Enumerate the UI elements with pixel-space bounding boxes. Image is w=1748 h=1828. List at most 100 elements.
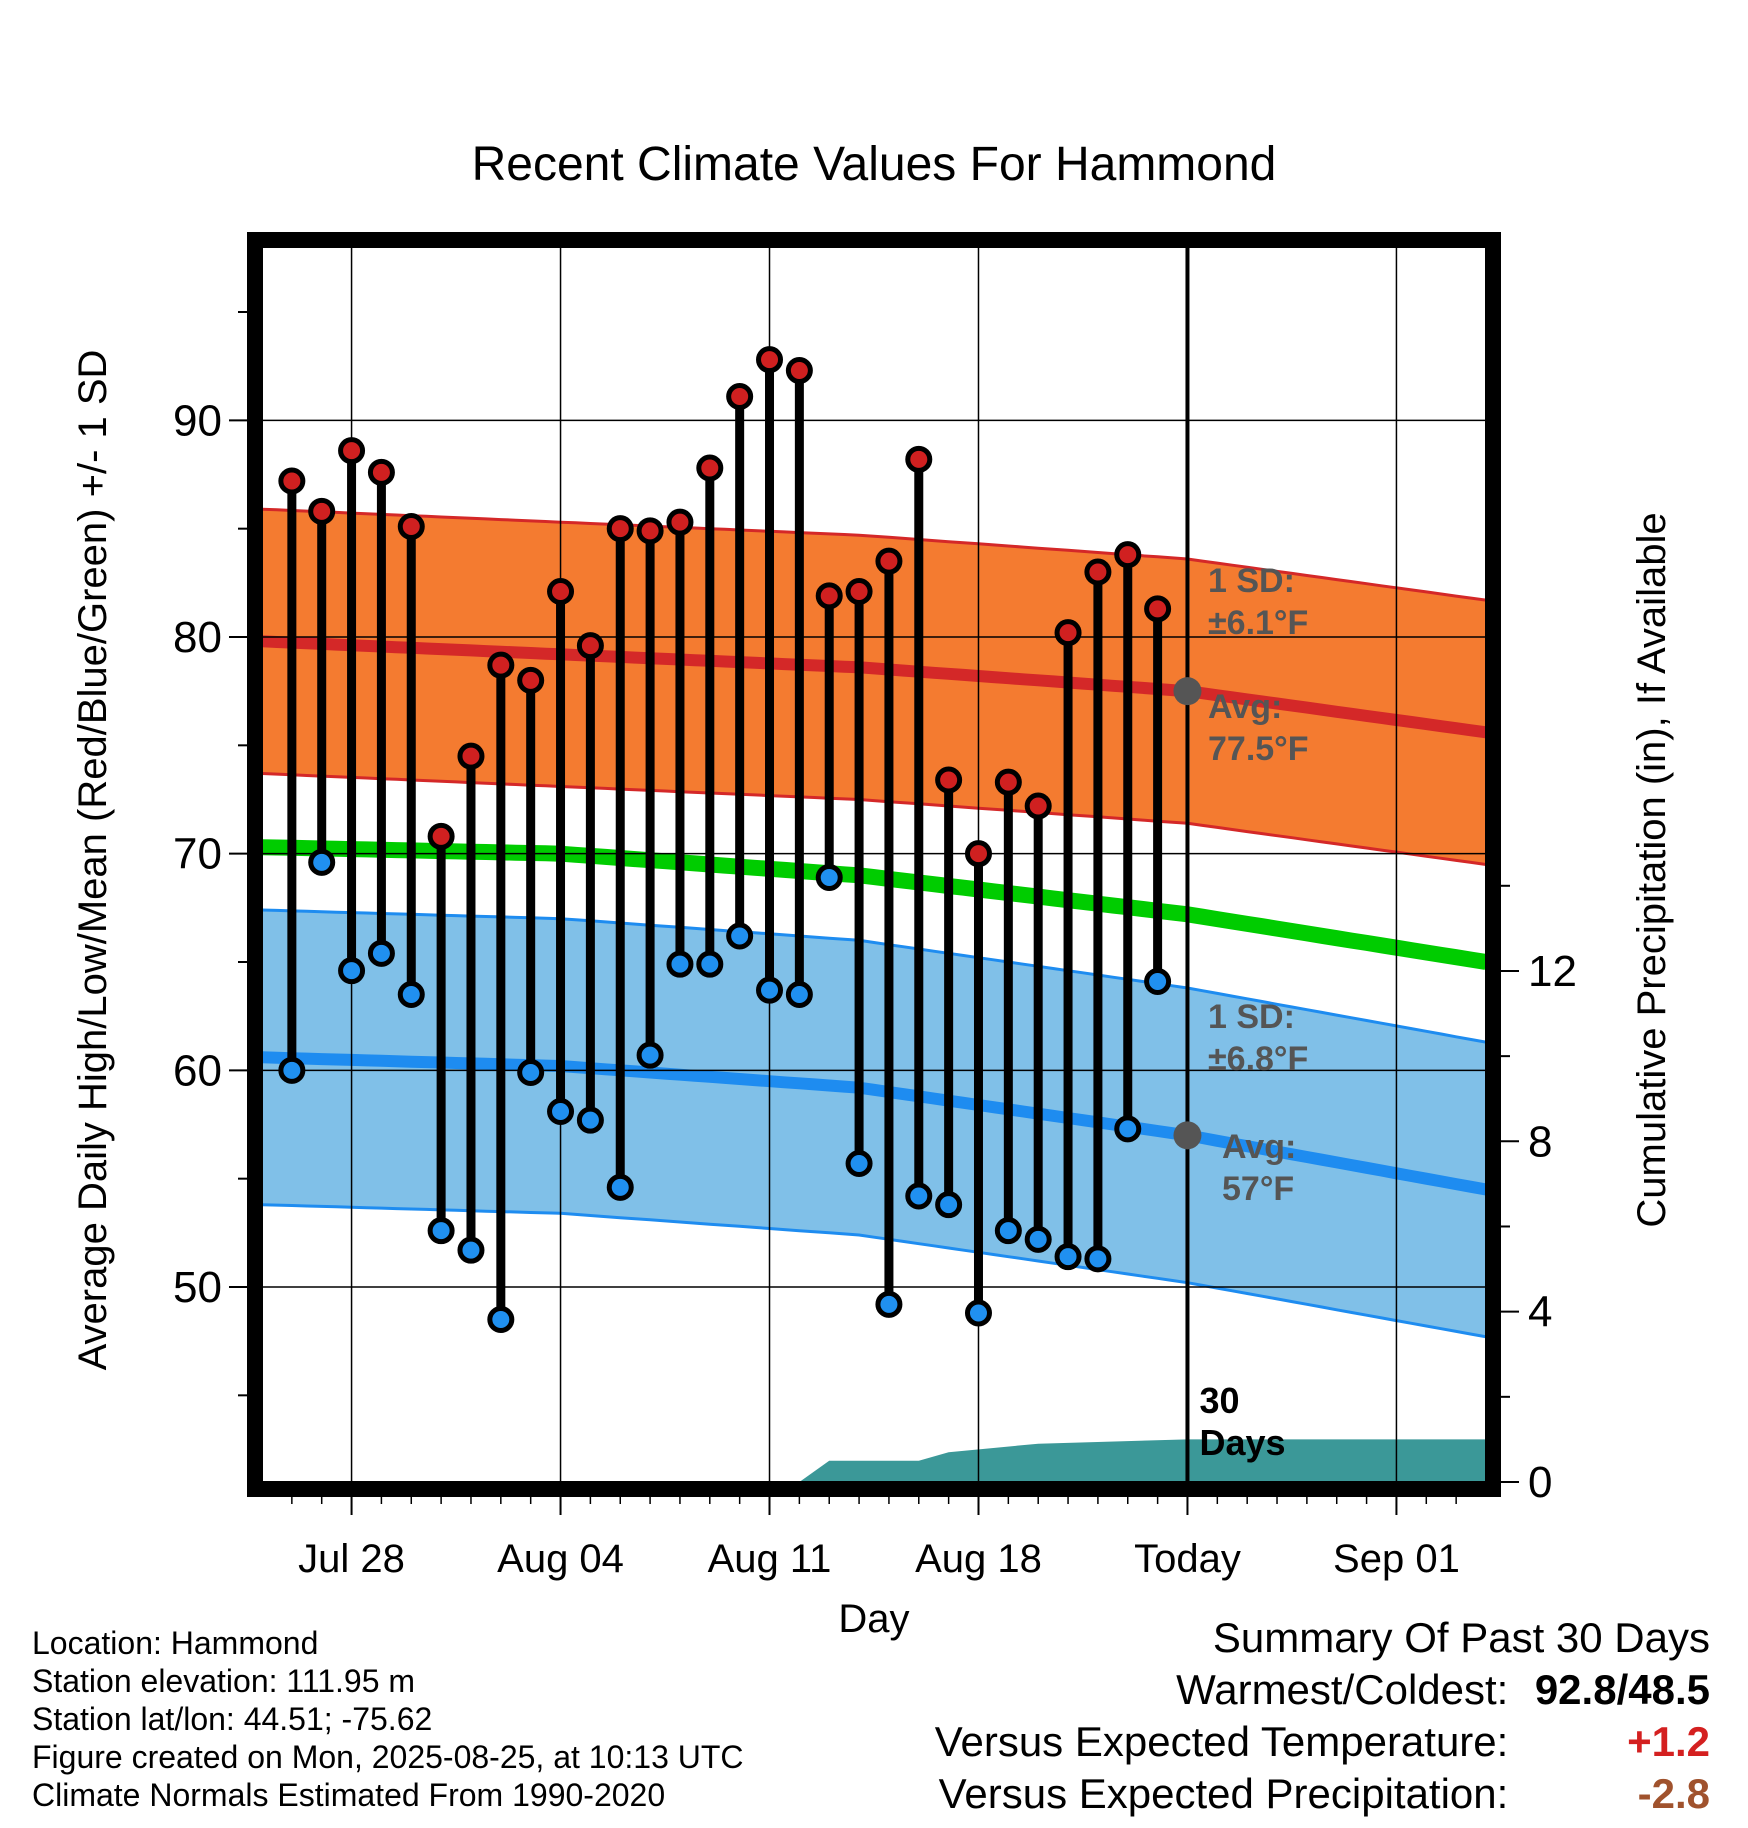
daily-high-point xyxy=(576,632,604,660)
y-tick-label: 80 xyxy=(173,613,222,662)
warmest-value: 92.8/48.5 xyxy=(1534,1666,1710,1713)
daily-high-point xyxy=(815,582,843,610)
y2-tick-label: 0 xyxy=(1528,1458,1552,1507)
plot-inner xyxy=(262,247,1486,1482)
daily-high-point xyxy=(905,445,933,473)
daily-high-point xyxy=(487,651,515,679)
daily-high-point xyxy=(845,578,873,605)
daily-low-point xyxy=(636,1041,664,1069)
daily-low-point xyxy=(666,950,694,978)
y-tick-label: 50 xyxy=(173,1263,222,1312)
normal-high-band xyxy=(262,509,1486,865)
daily-low-point xyxy=(726,922,754,950)
normal-low-band-upper-edge xyxy=(262,908,1486,1044)
precip-diff-value: -2.8 xyxy=(1637,1770,1710,1817)
x-axis-label: Day xyxy=(838,1597,909,1641)
normal-low-band xyxy=(262,910,1486,1337)
daily-low-point xyxy=(397,981,425,1008)
daily-low-point xyxy=(815,864,843,891)
x-tick-label: Jul 28 xyxy=(298,1537,405,1581)
latlon-text: Station lat/lon: 44.51; -75.62 xyxy=(32,1701,433,1737)
daily-high-point xyxy=(338,437,366,465)
daily-high-point xyxy=(756,346,784,374)
daily-high-point xyxy=(964,840,992,868)
precip-diff-label: Versus Expected Precipitation: xyxy=(938,1770,1509,1817)
daily-high-point xyxy=(517,666,545,694)
daily-high-point xyxy=(875,547,903,575)
daily-low-point xyxy=(994,1217,1022,1245)
today-low-avg-marker xyxy=(1173,1121,1202,1150)
daily-low-point xyxy=(905,1182,933,1210)
low-sd-annotation-line: ±6.8°F xyxy=(1208,1040,1308,1078)
y2-tick-label: 12 xyxy=(1528,947,1577,996)
today-high-avg-marker xyxy=(1173,677,1202,706)
low-sd-annotation: 1 SD: ±6.8°F xyxy=(1208,998,1308,1078)
daily-high-point xyxy=(726,383,754,410)
created-text: Figure created on Mon, 2025-08-25, at 10… xyxy=(32,1739,744,1775)
x-tick-label: Aug 11 xyxy=(708,1537,832,1581)
y-tick-label: 70 xyxy=(173,830,222,879)
daily-high-point xyxy=(1144,595,1172,623)
elevation-text: Station elevation: 111.95 m xyxy=(32,1663,416,1699)
daily-low-point xyxy=(457,1236,485,1264)
daily-low-point xyxy=(845,1150,873,1177)
daily-high-point xyxy=(935,766,963,794)
plot-area: 1 SD: ±6.1°F Avg: 77.5°F 1 SD: ±6.8°F Avg: 57°F… xyxy=(173,232,1577,1581)
today-days-label-line: 30 xyxy=(1199,1380,1239,1421)
precipitation-area xyxy=(799,1439,1486,1482)
summary-panel: Summary Of Past 30 Days Warmest/Coldest:… xyxy=(935,1612,1710,1820)
y-tick-label: 60 xyxy=(173,1046,222,1095)
chart-title: Recent Climate Values For Hammond xyxy=(472,138,1277,191)
daily-high-point xyxy=(1024,792,1052,820)
daily-low-point xyxy=(278,1056,306,1084)
low-avg-annotation: Avg: 57°F xyxy=(1222,1128,1296,1208)
daily-high-point xyxy=(1084,558,1112,586)
low-avg-annotation-line: Avg: xyxy=(1222,1128,1296,1166)
warmest-label: Warmest/Coldest: xyxy=(1176,1666,1509,1713)
daily-low-point xyxy=(487,1306,515,1333)
low-sd-annotation-line: 1 SD: xyxy=(1208,998,1295,1036)
plot-frame xyxy=(247,232,1501,1497)
daily-low-point xyxy=(1054,1243,1082,1271)
daily-high-point xyxy=(278,467,306,495)
daily-high-point xyxy=(427,822,455,850)
daily-high-point xyxy=(785,357,813,384)
daily-low-point xyxy=(785,981,813,1008)
normal-high-band-upper-edge xyxy=(262,507,1486,602)
y-axis-label: Average Daily High/Low/Mean (Red/Blue/Gr… xyxy=(71,350,115,1371)
x-tick-label: Aug 18 xyxy=(915,1537,1042,1581)
station-info: Location: Hammond Station elevation: 111… xyxy=(32,1624,744,1814)
daily-low-point xyxy=(696,950,724,978)
daily-low-point xyxy=(964,1299,992,1327)
location-text: Location: Hammond xyxy=(32,1625,319,1661)
summary-title: Summary Of Past 30 Days xyxy=(1212,1614,1710,1661)
daily-low-point xyxy=(935,1191,963,1219)
daily-low-point xyxy=(367,939,395,967)
daily-high-point xyxy=(547,578,575,605)
normals-text: Climate Normals Estimated From 1990-2020 xyxy=(32,1777,666,1813)
high-sd-annotation-line: ±6.1°F xyxy=(1208,604,1308,642)
daily-low-point xyxy=(576,1106,604,1134)
normal-high-line xyxy=(262,635,1486,739)
high-sd-annotation: 1 SD: ±6.1°F xyxy=(1208,562,1308,642)
daily-low-point xyxy=(756,976,784,1004)
daily-low-point xyxy=(1024,1225,1052,1253)
normal-mean-line xyxy=(262,839,1486,970)
daily-high-point xyxy=(457,742,485,770)
daily-low-point xyxy=(606,1173,634,1201)
x-tick-label: Today xyxy=(1134,1537,1241,1581)
daily-high-point xyxy=(308,497,336,525)
daily-high-point xyxy=(666,508,694,536)
temp-diff-label: Versus Expected Temperature: xyxy=(934,1718,1509,1765)
normal-high-band-lower-edge xyxy=(262,772,1486,866)
daily-high-point xyxy=(994,768,1022,796)
daily-high-point xyxy=(1054,619,1082,647)
high-sd-annotation-line: 1 SD: xyxy=(1208,562,1295,600)
normal-low-band-lower-edge xyxy=(262,1203,1486,1339)
daily-low-point xyxy=(1084,1245,1112,1273)
y-tick-label: 90 xyxy=(173,396,222,445)
daily-low-point xyxy=(308,848,336,876)
low-avg-annotation-line: 57°F xyxy=(1222,1170,1294,1208)
daily-high-point xyxy=(606,515,634,543)
